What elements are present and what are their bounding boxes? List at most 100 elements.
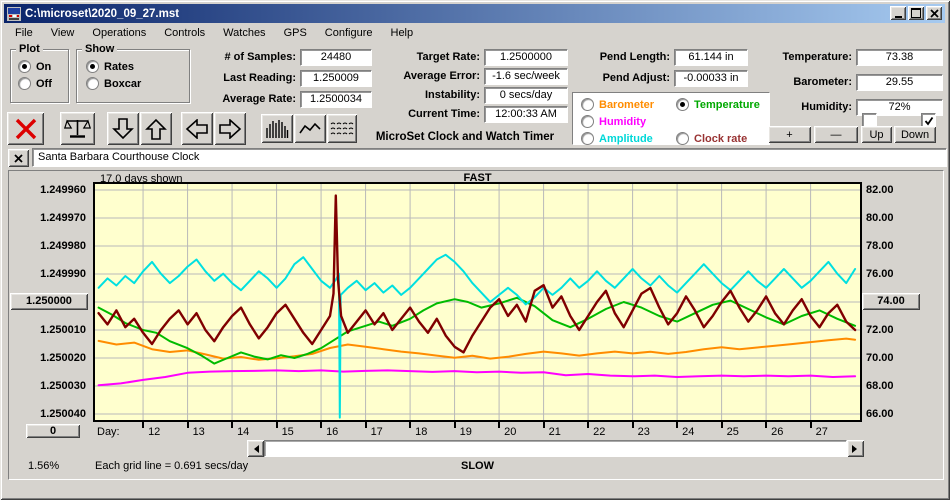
red-x-icon xyxy=(15,118,36,139)
radio-icon xyxy=(86,77,99,90)
samples-field[interactable]: 24480 xyxy=(300,49,372,66)
show-group-label: Show xyxy=(82,43,118,55)
day-label: 26 xyxy=(771,426,784,438)
menu-item-watches[interactable]: Watches xyxy=(223,27,266,39)
small-x-icon xyxy=(14,153,23,163)
series-clock-rate xyxy=(97,194,857,354)
day-tick xyxy=(498,422,501,428)
pend-length-label: Pend Length: xyxy=(599,51,670,63)
radio-clock-rate[interactable]: Clock rate xyxy=(676,132,747,145)
menu-item-configure[interactable]: Configure xyxy=(324,27,373,39)
plus-button[interactable]: + xyxy=(768,126,811,143)
radio-amplitude[interactable]: Amplitude xyxy=(581,132,653,145)
plot-area[interactable] xyxy=(93,182,862,422)
boxcar-view-button[interactable] xyxy=(327,114,357,143)
maximize-button[interactable] xyxy=(908,6,924,20)
radio-icon xyxy=(581,132,594,145)
show-groupbox: Rates Boxcar xyxy=(76,49,190,103)
chart-panel xyxy=(8,170,944,480)
radio-rates[interactable]: Rates xyxy=(86,60,189,73)
slow-label: SLOW xyxy=(461,460,494,472)
arrow-left-icon xyxy=(185,118,208,139)
right-axis-highlight-button[interactable]: 74.00 xyxy=(862,293,920,310)
scrollbar-left-button[interactable] xyxy=(247,440,264,457)
left-axis-label: 1.249970 xyxy=(40,212,86,224)
radio-boxcar[interactable]: Boxcar xyxy=(86,77,189,90)
check-icon xyxy=(924,116,933,125)
menu-item-gps[interactable]: GPS xyxy=(283,27,307,39)
average-rate-label: Average Rate: xyxy=(222,93,296,105)
left-axis-highlight-button[interactable]: 1.250000 xyxy=(10,293,88,310)
day-label: 16 xyxy=(326,426,339,438)
scroll-right-button[interactable] xyxy=(214,112,246,145)
menu-item-help[interactable]: Help xyxy=(390,27,414,39)
shift-down-button[interactable] xyxy=(107,112,139,145)
minimize-button[interactable] xyxy=(890,6,906,20)
zero-button[interactable]: 0 xyxy=(26,424,80,438)
menu-item-file[interactable]: File xyxy=(15,27,33,39)
samples-label: # of Samples: xyxy=(224,51,296,63)
delete-button[interactable] xyxy=(7,112,44,145)
current-time-field[interactable]: 12:00:33 AM xyxy=(484,106,568,123)
last-reading-field[interactable]: 1.250009 xyxy=(300,70,372,87)
humidity-field[interactable]: 72% xyxy=(856,99,943,116)
fast-label: FAST xyxy=(463,172,492,184)
pend-length-field[interactable]: 61.144 in xyxy=(674,49,748,66)
arrow-up-icon xyxy=(145,118,167,140)
day-label: 17 xyxy=(370,426,383,438)
clock-name-field[interactable]: Santa Barbara Courthouse Clock xyxy=(32,148,947,167)
histogram-view-button[interactable] xyxy=(261,114,293,143)
temperature-label: Temperature: xyxy=(782,51,852,63)
shift-up-button[interactable] xyxy=(140,112,172,145)
radio-label: On xyxy=(36,60,52,73)
radio-barometer[interactable]: Barometer xyxy=(581,98,654,111)
radio-temperature[interactable]: Temperature xyxy=(676,98,760,111)
scrollbar-thumb[interactable] xyxy=(264,440,847,457)
close-icon xyxy=(929,8,939,18)
right-axis-label: 68.00 xyxy=(866,380,894,392)
radio-label: Humidity xyxy=(599,115,647,128)
title-bar[interactable]: C:\microset\2020_09_27.mst xyxy=(4,4,945,23)
day-label: 22 xyxy=(593,426,606,438)
average-rate-field[interactable]: 1.2500034 xyxy=(300,91,372,108)
average-error-field[interactable]: -1.6 sec/week xyxy=(484,68,568,85)
sensor-legend-box xyxy=(572,92,770,145)
grid-note-label: Each grid line = 0.691 secs/day xyxy=(95,460,249,472)
maximize-icon xyxy=(911,8,921,18)
day-tick xyxy=(809,422,812,428)
histogram-icon xyxy=(266,119,289,138)
minus-button[interactable]: — xyxy=(814,126,858,143)
scrollbar-right-button[interactable] xyxy=(847,440,864,457)
balance-button[interactable] xyxy=(60,112,95,145)
chart-scrollbar[interactable] xyxy=(247,440,864,457)
menu-item-operations[interactable]: Operations xyxy=(92,27,147,39)
plot-groupbox: On Off xyxy=(10,49,69,103)
barometer-field[interactable]: 29.55 xyxy=(856,74,943,91)
menu-bar: File View Operations Controls Watches GPS Conf… xyxy=(6,26,422,41)
minimize-icon xyxy=(894,15,902,18)
down-button[interactable]: Down xyxy=(894,126,936,143)
target-rate-field[interactable]: 1.2500000 xyxy=(484,49,568,66)
radio-label: Rates xyxy=(104,60,134,73)
target-rate-label: Target Rate: xyxy=(416,51,480,63)
balance-scale-icon xyxy=(64,119,91,138)
radio-icon xyxy=(581,98,594,111)
instability-field[interactable]: 0 secs/day xyxy=(484,87,568,104)
day-label: 21 xyxy=(548,426,561,438)
day-label: 19 xyxy=(459,426,472,438)
scroll-left-button[interactable] xyxy=(181,112,213,145)
radio-humidity[interactable]: Humidity xyxy=(581,115,646,128)
right-axis-label: 80.00 xyxy=(866,212,894,224)
up-button[interactable]: Up xyxy=(861,126,892,143)
line-view-button[interactable] xyxy=(294,114,326,143)
temperature-field[interactable]: 73.38 xyxy=(856,49,943,66)
menu-item-controls[interactable]: Controls xyxy=(164,27,206,39)
radio-on[interactable]: On xyxy=(18,60,68,73)
instability-label: Instability: xyxy=(424,89,480,101)
radio-off[interactable]: Off xyxy=(18,77,68,90)
menu-item-view[interactable]: View xyxy=(50,27,75,39)
close-button[interactable] xyxy=(926,6,942,20)
day-tick xyxy=(542,422,545,428)
clear-name-button[interactable] xyxy=(8,149,29,167)
pend-adjust-field[interactable]: -0.00033 in xyxy=(674,70,748,87)
